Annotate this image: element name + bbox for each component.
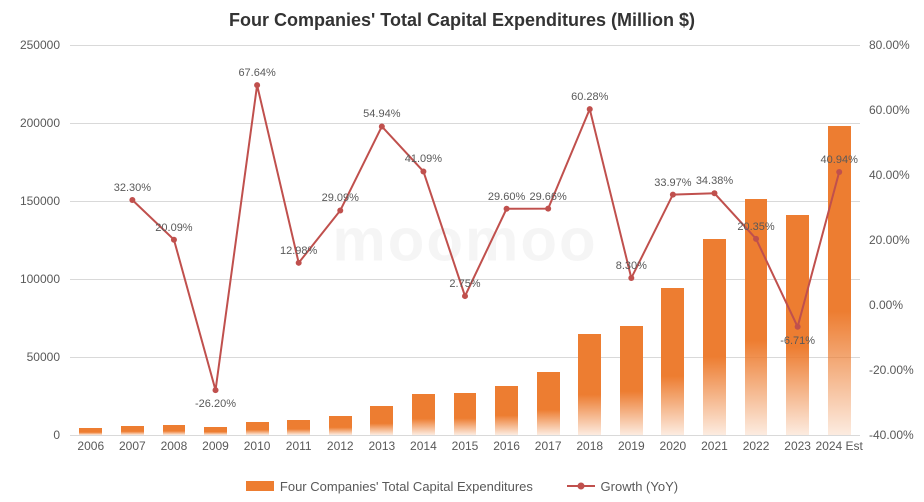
legend-bar-label: Four Companies' Total Capital Expenditur… — [280, 479, 533, 494]
growth-marker — [254, 82, 260, 88]
growth-marker — [836, 169, 842, 175]
growth-label: 41.09% — [405, 153, 442, 165]
growth-label: 54.94% — [363, 108, 400, 120]
x-tick: 2018 — [576, 439, 603, 453]
x-tick: 2014 — [410, 439, 437, 453]
y-left-tick: 150000 — [20, 194, 60, 208]
y-right-tick: 0.00% — [869, 298, 903, 312]
y-left-tick: 250000 — [20, 38, 60, 52]
growth-label: 32.30% — [114, 182, 151, 194]
x-tick: 2019 — [618, 439, 645, 453]
x-tick: 2006 — [77, 439, 104, 453]
y-left-tick: 0 — [53, 428, 60, 442]
x-tick: 2020 — [660, 439, 687, 453]
growth-marker — [628, 275, 634, 281]
x-tick: 2015 — [452, 439, 479, 453]
x-axis: 2006 2007 2008 2009 2010 2011 2012 2013 2014 2015… — [70, 437, 860, 457]
growth-marker — [670, 192, 676, 198]
x-tick: 2010 — [244, 439, 271, 453]
growth-marker — [587, 106, 593, 112]
legend: Four Companies' Total Capital Expenditur… — [0, 479, 924, 495]
x-tick: 2012 — [327, 439, 354, 453]
growth-marker — [213, 387, 219, 393]
x-tick: 2007 — [119, 439, 146, 453]
growth-label: 29.60% — [488, 191, 525, 203]
growth-label: -26.20% — [195, 398, 236, 410]
y-right-tick: -20.00% — [869, 363, 914, 377]
growth-marker — [711, 190, 717, 196]
legend-swatch-line — [567, 481, 595, 491]
y-left-tick: 50000 — [27, 350, 60, 364]
growth-label: 12.98% — [280, 245, 317, 257]
x-tick: 2011 — [286, 439, 312, 453]
growth-label: 34.38% — [696, 175, 733, 187]
growth-label: 8.30% — [616, 260, 647, 272]
y-right-tick: 60.00% — [869, 103, 910, 117]
y-right-tick: 20.00% — [869, 233, 910, 247]
growth-label: 2.75% — [449, 278, 480, 290]
growth-label: 20.09% — [155, 222, 192, 234]
growth-marker — [129, 197, 135, 203]
y-right-tick: 80.00% — [869, 38, 910, 52]
x-tick: 2017 — [535, 439, 562, 453]
growth-marker — [504, 206, 510, 212]
x-tick: 2022 — [743, 439, 770, 453]
y-axis-right: -40.00%-20.00%0.00%20.00%40.00%60.00%80.… — [864, 45, 924, 435]
x-tick: 2016 — [493, 439, 520, 453]
growth-label: 60.28% — [571, 91, 608, 103]
growth-marker — [753, 236, 759, 242]
chart-title: Four Companies' Total Capital Expenditur… — [0, 10, 924, 31]
growth-label: 67.64% — [238, 67, 275, 79]
legend-swatch-bar — [246, 481, 274, 491]
plot-area: moomoo 32.30%20.09%-26.20%67.64%12.98%29… — [70, 45, 860, 435]
growth-label: 29.66% — [530, 191, 567, 203]
growth-marker — [420, 168, 426, 174]
chart-container: Four Companies' Total Capital Expenditur… — [0, 0, 924, 502]
growth-marker — [171, 237, 177, 243]
growth-label: 33.97% — [654, 177, 691, 189]
y-right-tick: -40.00% — [869, 428, 914, 442]
legend-item-line: Growth (YoY) — [567, 479, 679, 494]
growth-label: 29.09% — [322, 192, 359, 204]
y-left-tick: 200000 — [20, 116, 60, 130]
growth-marker — [296, 260, 302, 266]
growth-line — [132, 85, 839, 390]
y-right-tick: 40.00% — [869, 168, 910, 182]
growth-label: -6.71% — [780, 335, 815, 347]
y-axis-left: 050000100000150000200000250000 — [0, 45, 65, 435]
x-tick: 2024 Est — [816, 439, 863, 453]
line-layer — [70, 45, 860, 435]
x-tick: 2009 — [202, 439, 229, 453]
x-tick: 2013 — [368, 439, 395, 453]
legend-item-bars: Four Companies' Total Capital Expenditur… — [246, 479, 533, 494]
growth-label: 40.94% — [821, 154, 858, 166]
x-tick: 2021 — [701, 439, 728, 453]
x-tick: 2023 — [784, 439, 811, 453]
growth-marker — [545, 206, 551, 212]
y-left-tick: 100000 — [20, 272, 60, 286]
growth-marker — [462, 293, 468, 299]
growth-marker — [337, 207, 343, 213]
gridline — [70, 435, 860, 436]
growth-marker — [379, 123, 385, 129]
growth-marker — [795, 324, 801, 330]
x-tick: 2008 — [161, 439, 188, 453]
legend-line-label: Growth (YoY) — [601, 479, 679, 494]
growth-label: 20.35% — [737, 221, 774, 233]
